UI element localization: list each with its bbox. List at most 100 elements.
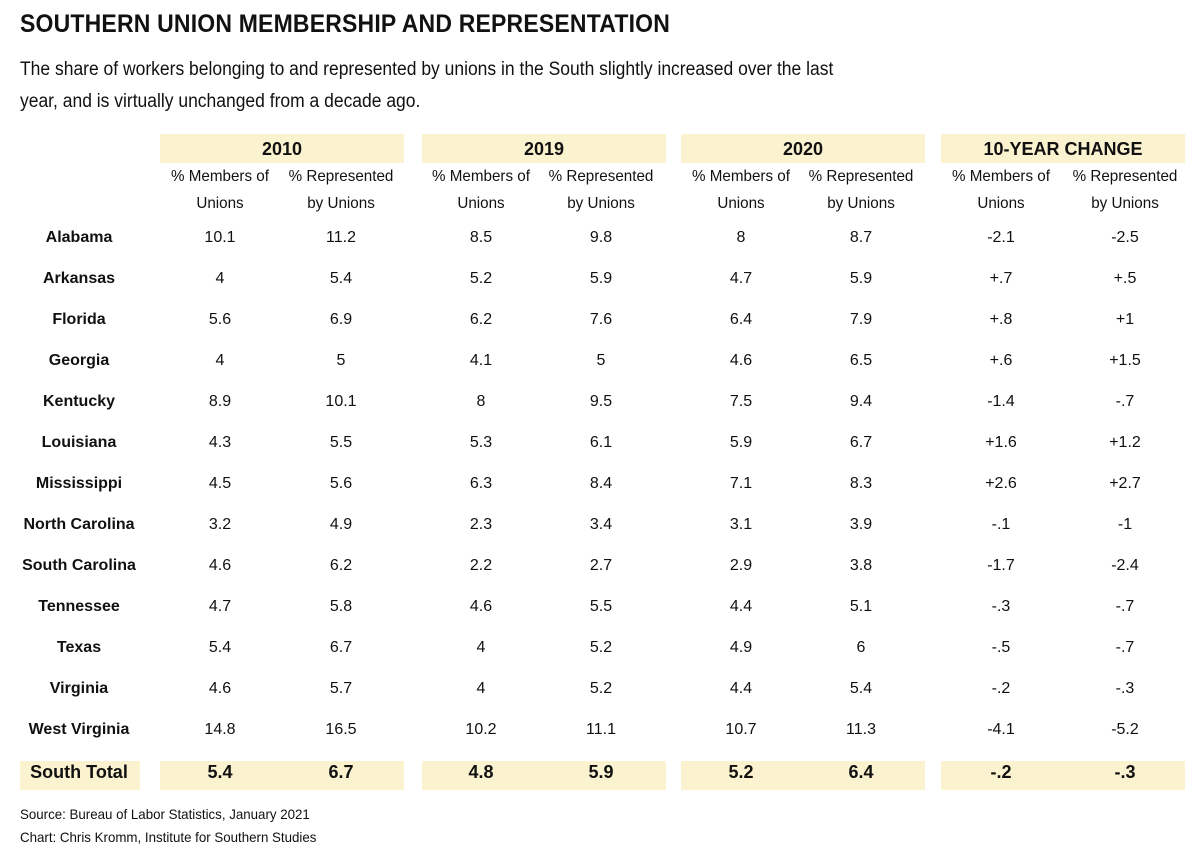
row-label: Virginia xyxy=(49,680,109,697)
total-cell: 6.4 xyxy=(848,762,874,782)
table-cell: 6.4 xyxy=(729,311,753,328)
table-cell: 2.3 xyxy=(469,516,493,533)
row-label: Louisiana xyxy=(41,434,117,451)
group-header-bg xyxy=(160,134,404,163)
table-cell: -1 xyxy=(1117,516,1133,533)
source-note: Source: Bureau of Labor Statistics, Janu… xyxy=(20,806,310,822)
table-cell: 9.4 xyxy=(849,393,873,410)
table-cell: -.2 xyxy=(991,680,1011,697)
table-cell: 5.2 xyxy=(589,680,613,697)
table-cell: 8.7 xyxy=(849,229,873,246)
total-cell: 5.4 xyxy=(207,762,233,782)
table-cell: 2.7 xyxy=(589,557,613,574)
table-cell: +2.6 xyxy=(985,475,1017,492)
table-cell: 5.2 xyxy=(469,270,493,287)
table-cell: 16.5 xyxy=(325,721,357,738)
table-cell: 4 xyxy=(215,352,225,369)
group-header-1: 2019 xyxy=(523,139,565,159)
row-label: Texas xyxy=(56,639,102,656)
table-cell: 6.2 xyxy=(329,557,353,574)
table-cell: 5.6 xyxy=(329,475,353,492)
table-cell: 8 xyxy=(476,393,486,410)
table-cell: 4.9 xyxy=(329,516,353,533)
table-cell: 4.6 xyxy=(469,598,493,615)
table-cell: 5.1 xyxy=(849,598,873,615)
table-cell: 6.3 xyxy=(469,475,493,492)
table-cell: +.5 xyxy=(1113,270,1137,287)
table-cell: +1 xyxy=(1115,311,1135,328)
table-cell: -.1 xyxy=(991,516,1011,533)
table-cell: 4.6 xyxy=(208,557,232,574)
row-label: Georgia xyxy=(48,352,110,369)
table-cell: 10.2 xyxy=(465,721,497,738)
total-cell: -.3 xyxy=(1114,762,1136,782)
table-cell: -.7 xyxy=(1115,639,1135,656)
group-header-3: 10-YEAR CHANGE xyxy=(983,139,1143,159)
table-cell: 7.5 xyxy=(729,393,753,410)
table-cell: 2.9 xyxy=(729,557,753,574)
table-cell: 8.3 xyxy=(849,475,873,492)
total-row-bg xyxy=(681,761,925,790)
table-cell: -2.1 xyxy=(987,229,1015,246)
table-cell: 6.7 xyxy=(849,434,873,451)
table-cell: 5.2 xyxy=(589,639,613,656)
table-cell: 7.9 xyxy=(849,311,873,328)
column-header: % Members of Unions xyxy=(952,168,1050,212)
total-cell: 6.7 xyxy=(328,762,354,782)
table-cell: +.7 xyxy=(989,270,1013,287)
table-cell: 5.9 xyxy=(849,270,873,287)
total-cell: 4.8 xyxy=(468,762,494,782)
table-cell: -5.2 xyxy=(1111,721,1139,738)
row-label: South Carolina xyxy=(22,557,136,574)
table-cell: 9.5 xyxy=(589,393,613,410)
row-label: Arkansas xyxy=(42,270,116,287)
table-cell: 8.4 xyxy=(589,475,613,492)
column-header: % Members of Unions xyxy=(432,168,530,212)
table-cell: 5.4 xyxy=(208,639,232,656)
table-cell: 4.4 xyxy=(729,680,753,697)
table-cell: 5.7 xyxy=(329,680,353,697)
table-cell: 6.9 xyxy=(329,311,353,328)
group-header-2: 2020 xyxy=(782,139,824,159)
column-header: % Members of Unions xyxy=(171,168,269,212)
table-cell: 5.5 xyxy=(329,434,353,451)
table-cell: -1.4 xyxy=(987,393,1015,410)
row-label: North Carolina xyxy=(23,516,135,533)
table-cell: 4.7 xyxy=(208,598,232,615)
group-header-bg xyxy=(941,134,1185,163)
column-header: % Represented by Unions xyxy=(1072,168,1178,212)
table-cell: -2.4 xyxy=(1111,557,1139,574)
group-header-bg xyxy=(422,134,666,163)
table-cell: 2.2 xyxy=(469,557,493,574)
table-cell: -.3 xyxy=(1115,680,1135,697)
column-header: % Represented by Unions xyxy=(808,168,914,212)
table-cell: 5.3 xyxy=(469,434,493,451)
table-cell: 14.8 xyxy=(204,721,236,738)
table-cell: 6.2 xyxy=(469,311,493,328)
total-cell: 5.2 xyxy=(728,762,754,782)
total-row-bg xyxy=(941,761,1185,790)
table-cell: 3.1 xyxy=(729,516,753,533)
table-cell: 3.9 xyxy=(849,516,873,533)
table-cell: 4 xyxy=(215,270,225,287)
table-cell: +.8 xyxy=(989,311,1013,328)
table-cell: -1.7 xyxy=(987,557,1015,574)
row-label: Alabama xyxy=(45,229,113,246)
table-cell: 4.5 xyxy=(208,475,232,492)
table-cell: -.7 xyxy=(1115,598,1135,615)
row-label: West Virginia xyxy=(28,721,130,738)
table-cell: +2.7 xyxy=(1109,475,1141,492)
total-cell: 5.9 xyxy=(588,762,614,782)
table-cell: +1.2 xyxy=(1109,434,1141,451)
group-header-bg xyxy=(681,134,925,163)
table-cell: 7.6 xyxy=(589,311,613,328)
total-cell: -.2 xyxy=(990,762,1012,782)
table-cell: 8.5 xyxy=(469,229,493,246)
table-cell: 10.1 xyxy=(325,393,357,410)
row-label: Kentucky xyxy=(42,393,116,410)
row-label: Tennessee xyxy=(38,598,120,615)
group-header-0: 2010 xyxy=(261,139,303,159)
column-header: % Represented by Unions xyxy=(548,168,654,212)
table-cell: +1.6 xyxy=(985,434,1017,451)
table-cell: 5.5 xyxy=(589,598,613,615)
